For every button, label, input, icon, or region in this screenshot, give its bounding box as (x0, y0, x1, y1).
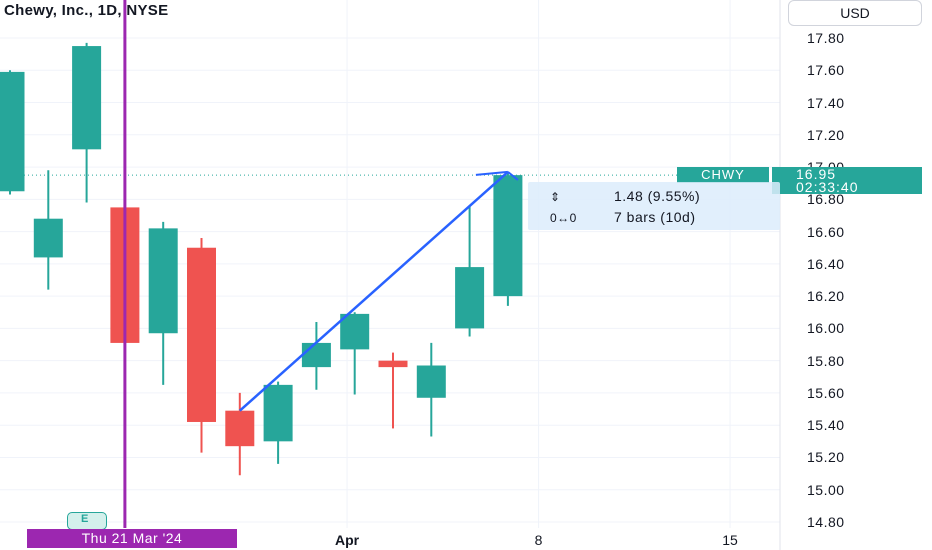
chart-grid (0, 0, 780, 528)
candle[interactable] (148, 221, 178, 385)
price-tick-label: 15.80 (807, 352, 845, 369)
price-tick-label: 17.20 (807, 126, 845, 143)
earnings-badge[interactable]: E (67, 512, 107, 530)
candle-body (416, 365, 446, 398)
date-tick-label: 8 (534, 532, 543, 548)
price-tick-label: 16.60 (807, 223, 845, 240)
price-tick-label: 16.40 (807, 255, 845, 272)
candle-body (263, 384, 293, 442)
candle[interactable] (72, 42, 102, 203)
earnings-icon: E (81, 513, 89, 525)
last-price-value: 16.95 (796, 166, 837, 182)
candle-body (187, 247, 216, 422)
candle[interactable] (493, 171, 523, 306)
candle-body (301, 342, 331, 368)
candle[interactable] (225, 392, 255, 476)
chart-title: Chewy, Inc., 1D, NYSE (4, 2, 169, 19)
candle-body (0, 71, 25, 192)
candle[interactable] (378, 352, 408, 429)
price-tick-label: 16.20 (807, 288, 845, 305)
price-tick-label: 17.60 (807, 62, 845, 79)
candle-body (340, 313, 370, 350)
candle[interactable] (263, 381, 293, 464)
price-tick-label: 17.80 (807, 30, 845, 46)
selected-date-label: Thu 21 Mar '24 (27, 529, 237, 548)
measure-tooltip: ⇕ 1.48 (9.55%) 0↔0 7 bars (10d) (528, 182, 780, 230)
candle[interactable] (301, 321, 331, 390)
candle[interactable] (416, 342, 446, 437)
candle-body (72, 46, 102, 150)
candle[interactable] (0, 70, 25, 195)
candle[interactable] (455, 205, 485, 337)
candle-body (148, 228, 178, 334)
trend-line-arrowhead (475, 170, 508, 176)
bar-range-row: 0↔0 7 bars (10d) (550, 209, 695, 225)
date-tick-label: Apr (334, 532, 360, 548)
price-tick-label: 15.00 (807, 481, 845, 498)
candles-group[interactable] (0, 42, 523, 476)
price-tick-label: 16.80 (807, 191, 845, 208)
candle-body (378, 360, 408, 368)
drawing-layer[interactable] (123, 0, 519, 528)
candle-body (33, 218, 63, 258)
price-tick-label: 15.20 (807, 449, 845, 466)
last-price-label: 16.95 02:33:40 (772, 167, 922, 194)
bar-range-text: 7 bars (10d) (614, 209, 696, 225)
date-tick-label: 15 (722, 532, 738, 548)
candle[interactable] (187, 238, 216, 453)
candle-body (455, 267, 485, 329)
candle[interactable] (33, 170, 63, 290)
price-tick-label: 14.80 (807, 514, 845, 530)
candle[interactable] (340, 312, 370, 395)
candle-body (225, 410, 255, 447)
trend-line[interactable] (238, 170, 509, 412)
price-range-text: 1.48 (9.55%) (614, 188, 701, 204)
candle-body (493, 175, 523, 297)
symbol-label: CHWY (677, 167, 769, 183)
price-range-row: ⇕ 1.48 (9.55%) (550, 188, 700, 204)
price-tick-label: 15.40 (807, 417, 845, 434)
bar-countdown: 02:33:40 (796, 179, 859, 195)
currency-button[interactable]: USD (788, 0, 922, 26)
price-tick-label: 15.60 (807, 384, 845, 401)
price-tick-label: 17.40 (807, 94, 845, 111)
bar-range-icon: 0↔0 (550, 211, 577, 225)
trend-line-arrowhead (507, 171, 519, 181)
price-tick-label: 16.00 (807, 320, 845, 337)
price-range-icon: ⇕ (550, 190, 561, 204)
